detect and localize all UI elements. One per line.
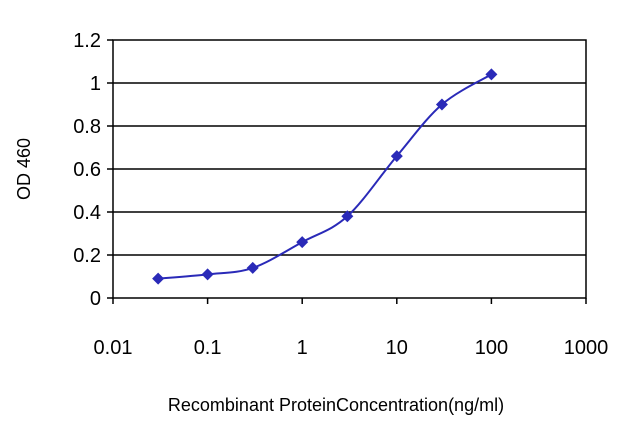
y-tick-label: 0.6 — [73, 159, 101, 181]
gridlines — [113, 82, 586, 256]
data-point — [246, 261, 259, 274]
y-axis-title: OD 460 — [14, 138, 34, 200]
y-tick-label: 1 — [90, 73, 101, 95]
x-tick-label: 0.01 — [94, 337, 133, 359]
y-axis-ticks: 0 0.2 0.4 0.6 0.8 1 1.2 — [73, 30, 113, 310]
data-point — [435, 98, 448, 111]
data-point — [296, 236, 309, 249]
x-tick-label: 10 — [386, 337, 408, 359]
y-tick-label: 0 — [90, 288, 101, 310]
data-point — [485, 68, 498, 81]
y-tick-label: 1.2 — [73, 30, 101, 52]
data-point — [152, 272, 165, 285]
x-tick-label: 0.1 — [194, 337, 222, 359]
data-point — [341, 210, 354, 223]
x-axis-ticks: 0.01 0.1 1 10 100 1000 — [94, 298, 609, 359]
data-point — [390, 150, 403, 163]
data-point — [201, 268, 214, 281]
y-tick-label: 0.2 — [73, 245, 101, 267]
x-tick-label: 100 — [475, 337, 508, 359]
x-axis-title: Recombinant ProteinConcentration(ng/ml) — [168, 395, 504, 415]
data-points — [152, 68, 498, 285]
y-tick-label: 0.8 — [73, 116, 101, 138]
series-line — [158, 73, 492, 280]
x-tick-label: 1 — [297, 337, 308, 359]
y-tick-label: 0.4 — [73, 202, 101, 224]
x-tick-label: 1000 — [564, 337, 609, 359]
